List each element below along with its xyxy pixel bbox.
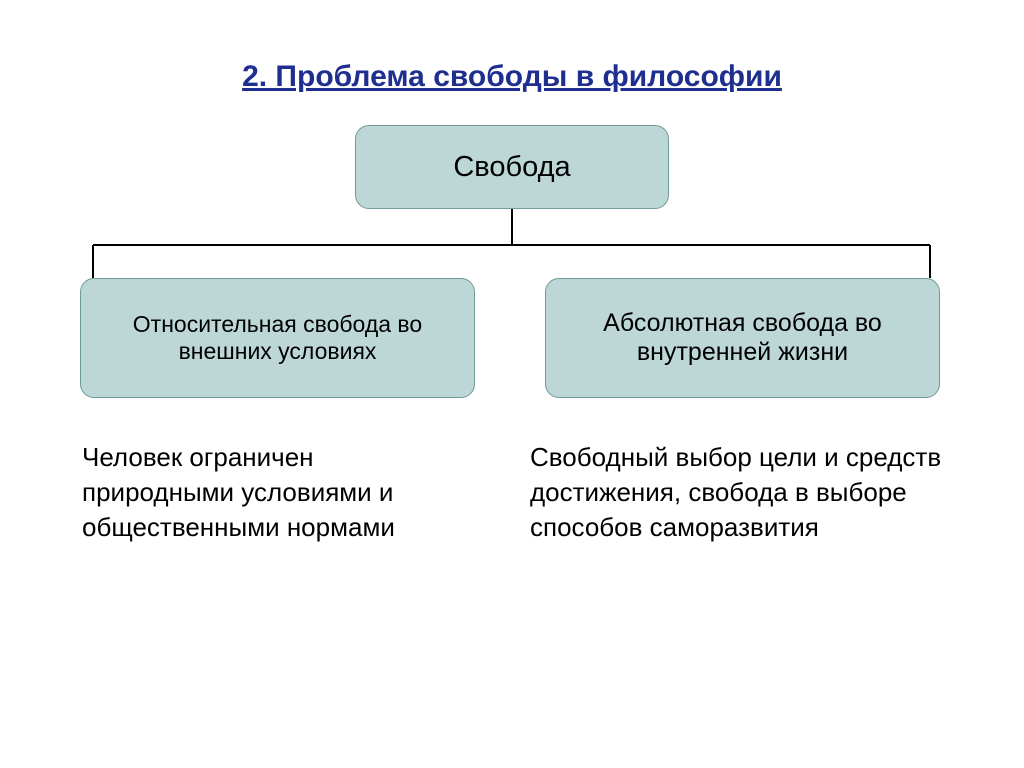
- node-right-label: Абсолютная свобода во внутренней жизни: [564, 309, 921, 367]
- node-left-label: Относительная свобода во внешних условия…: [99, 311, 456, 365]
- node-root-label: Свобода: [453, 151, 570, 184]
- slide-title: 2. Проблема свободы в философии: [0, 60, 1024, 94]
- connector-path: [93, 209, 930, 278]
- node-right: Абсолютная свобода во внутренней жизни: [545, 278, 940, 398]
- node-left: Относительная свобода во внешних условия…: [80, 278, 475, 398]
- description-left: Человек ограничен природными условиями и…: [82, 440, 462, 545]
- node-root: Свобода: [355, 125, 669, 209]
- description-right: Свободный выбор цели и средств достижени…: [530, 440, 950, 545]
